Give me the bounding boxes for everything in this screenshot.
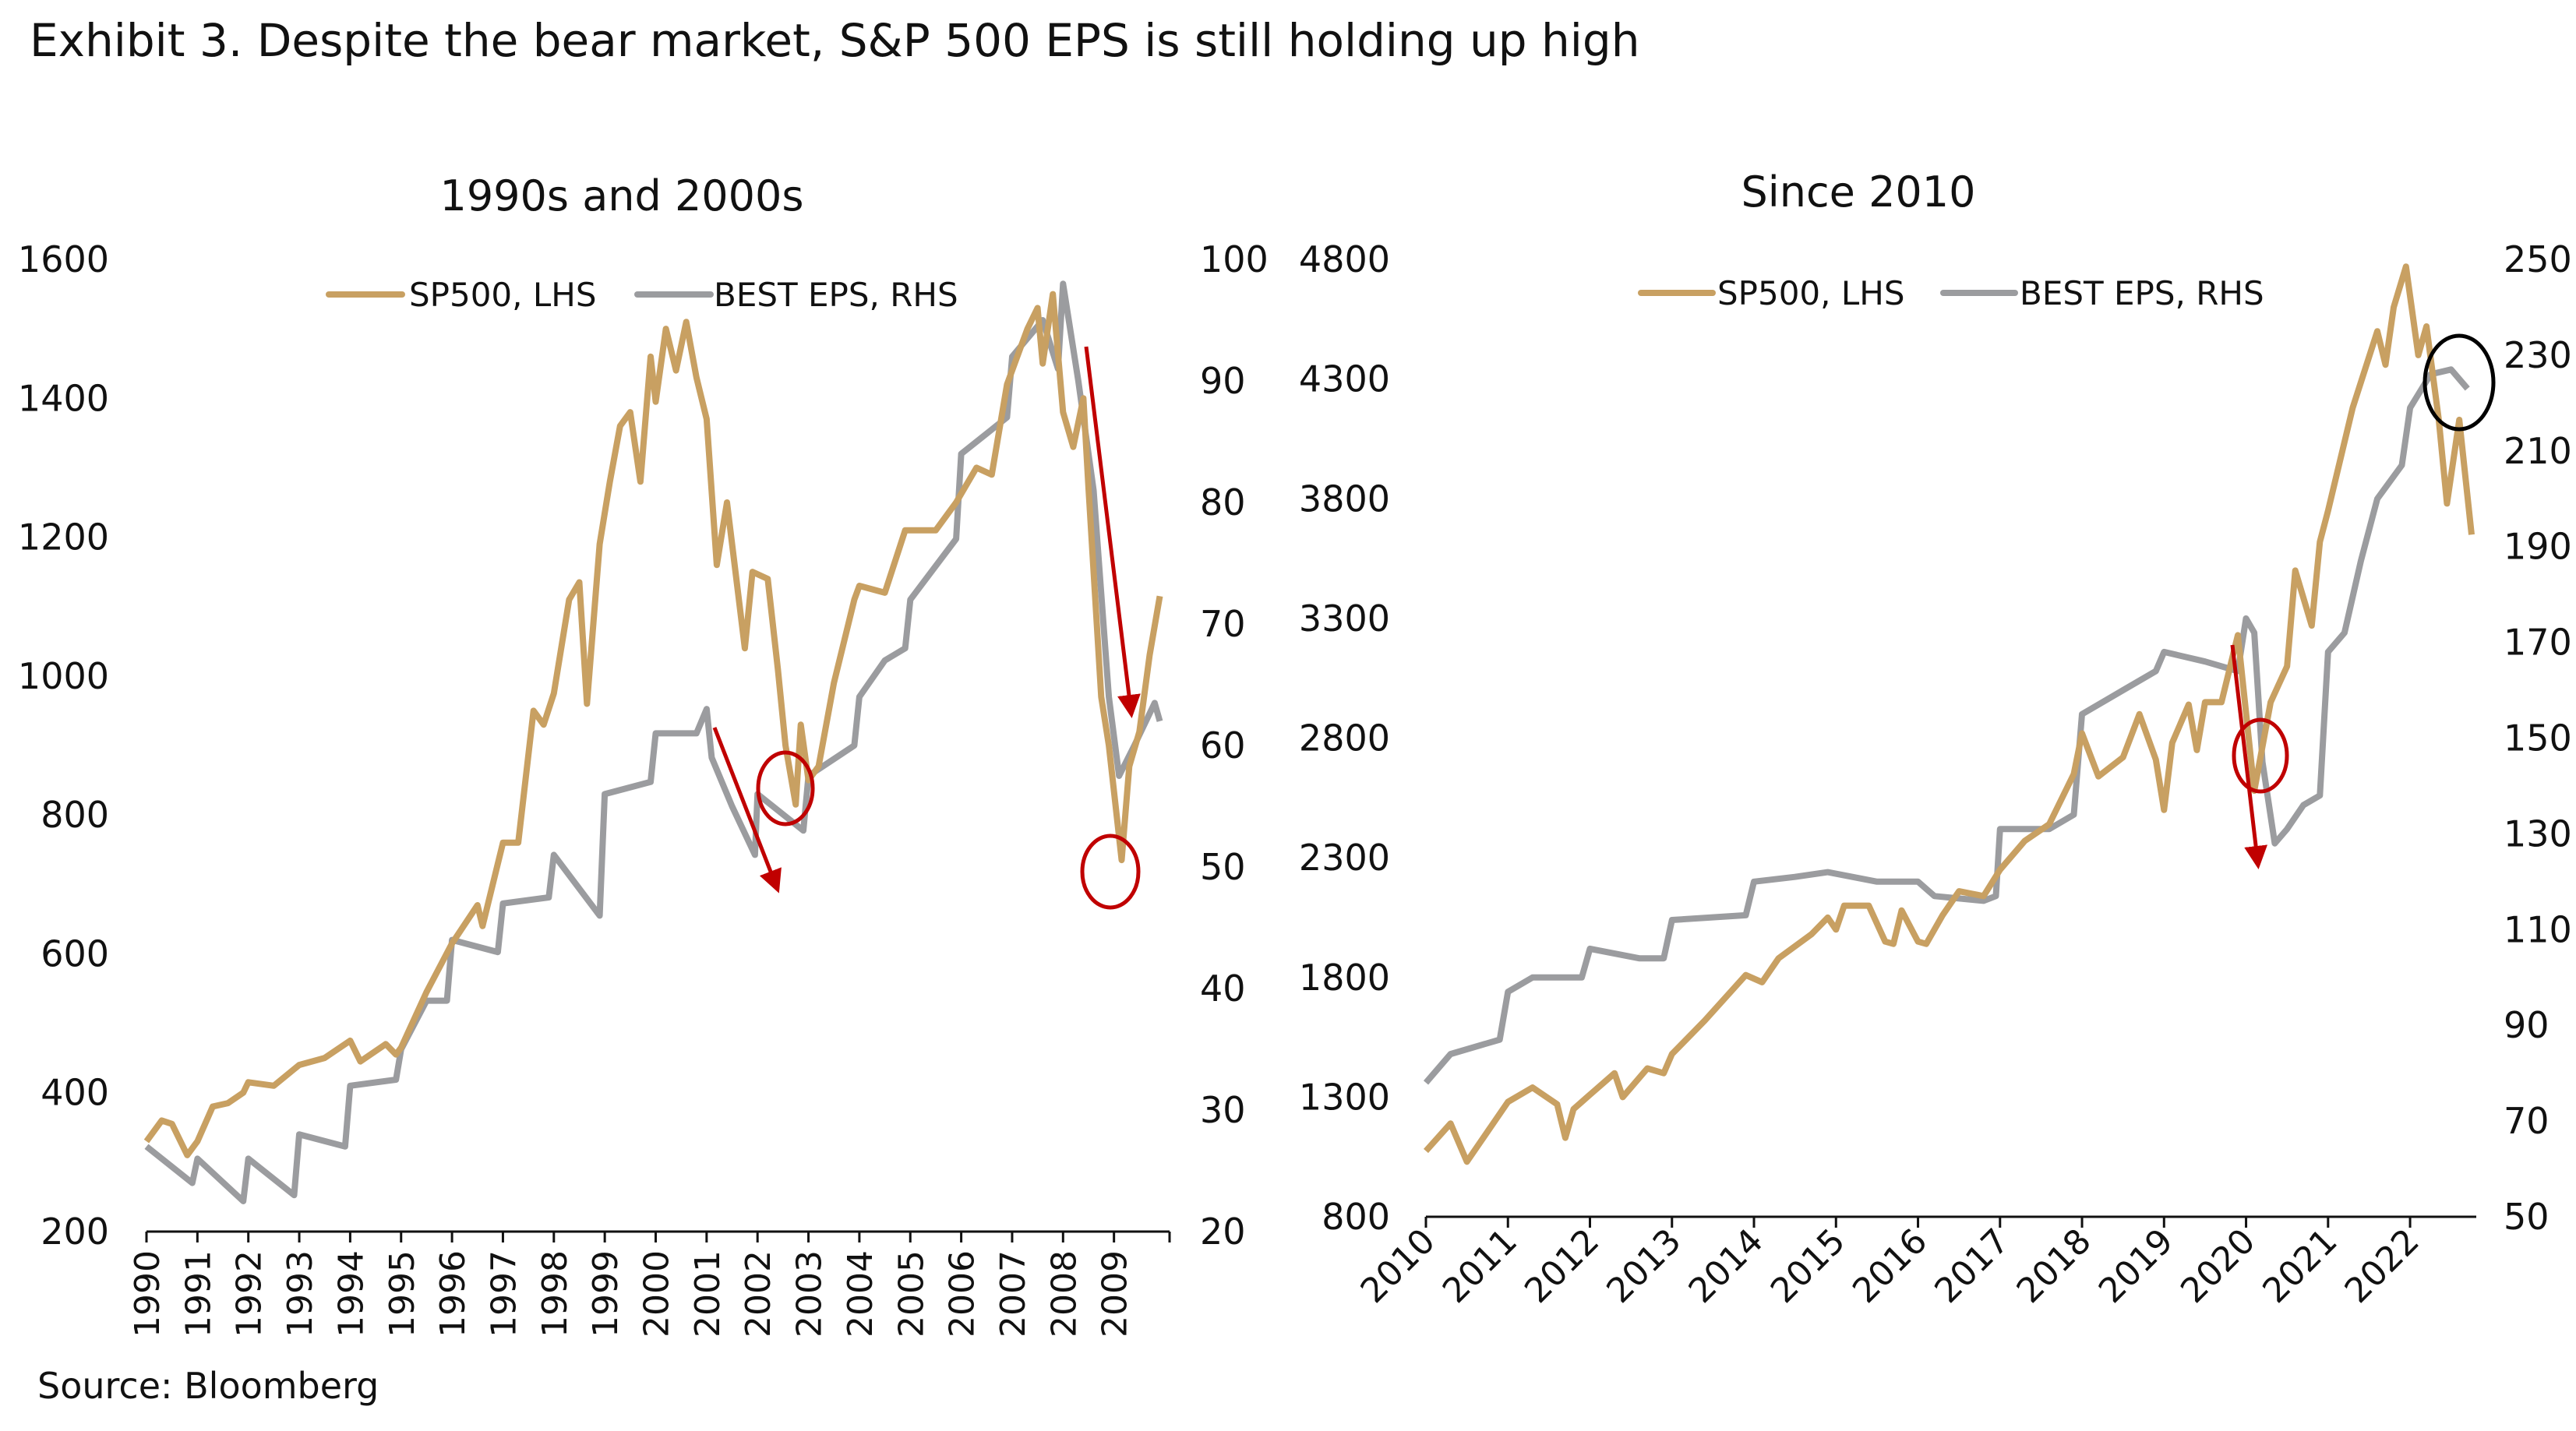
y-right-tick-label: 70 <box>1200 603 1246 645</box>
red-circle-annotation <box>756 750 815 827</box>
y-left-tick-label: 1600 <box>18 238 109 280</box>
y-left-tick-label: 800 <box>1322 1196 1390 1238</box>
legend-label: SP500, LHS <box>1717 274 1905 312</box>
y-right-tick-label: 190 <box>2504 526 2572 568</box>
x-tick-label: 2022 <box>2338 1221 2427 1311</box>
y-left-tick-label: 4800 <box>1299 238 1390 280</box>
y-left-tick-label: 200 <box>41 1211 109 1253</box>
y-left-tick-label: 2800 <box>1299 717 1390 760</box>
x-tick-label: 2006 <box>943 1250 983 1338</box>
x-tick-label: 1995 <box>383 1250 422 1338</box>
y-right-tick-label: 210 <box>2504 430 2572 472</box>
x-tick-label: 1994 <box>331 1250 371 1338</box>
y-left-tick-label: 2300 <box>1299 837 1390 879</box>
y-right-tick-label: 130 <box>2504 812 2572 855</box>
y-right-tick-label: 150 <box>2504 717 2572 760</box>
x-tick-label: 2003 <box>790 1250 830 1338</box>
y-right-tick-label: 70 <box>2504 1100 2550 1142</box>
y-left-tick-label: 4300 <box>1299 358 1390 400</box>
x-tick-label: 2013 <box>1599 1221 1689 1311</box>
red-arrow-annotation <box>2230 644 2268 869</box>
y-right-tick-label: 90 <box>1200 360 1246 402</box>
red-arrow-annotation <box>712 727 782 893</box>
y-left-tick-label: 1300 <box>1299 1076 1390 1118</box>
x-tick-label: 1990 <box>128 1250 168 1338</box>
y-left-tick-label: 400 <box>41 1072 109 1114</box>
x-tick-label: 2020 <box>2173 1221 2263 1311</box>
x-tick-label: 2000 <box>637 1250 677 1338</box>
x-tick-label: 2008 <box>1044 1250 1084 1338</box>
y-right-tick-label: 50 <box>1200 846 1246 888</box>
x-tick-label: 1997 <box>484 1250 524 1338</box>
y-right-tick-label: 170 <box>2504 622 2572 664</box>
red-circle-annotation <box>1080 834 1141 910</box>
x-tick-label: 2011 <box>1435 1221 1525 1311</box>
y-left-tick-label: 1800 <box>1299 957 1390 999</box>
x-tick-label: 1999 <box>586 1250 626 1338</box>
y-right-tick-label: 100 <box>1200 238 1269 280</box>
y-right-tick-label: 250 <box>2504 238 2572 280</box>
x-tick-label: 2018 <box>2010 1221 2099 1311</box>
x-tick-label: 1998 <box>535 1250 575 1338</box>
red-circle-annotation <box>2232 717 2289 794</box>
y-right-tick-label: 110 <box>2504 908 2572 950</box>
y-right-tick-label: 80 <box>1200 481 1246 523</box>
x-tick-label: 2016 <box>1845 1221 1935 1311</box>
sp500-line <box>1424 263 2475 1165</box>
x-tick-label: 2007 <box>993 1250 1033 1338</box>
x-tick-label: 2019 <box>2091 1221 2181 1311</box>
x-tick-label: 2012 <box>1517 1221 1607 1311</box>
y-left-tick-label: 3300 <box>1299 597 1390 640</box>
x-tick-label: 2004 <box>841 1250 880 1338</box>
chart-title: Since 2010 <box>1741 167 1975 217</box>
y-left-tick-label: 800 <box>41 794 109 836</box>
x-tick-label: 2005 <box>891 1250 931 1338</box>
x-tick-label: 2015 <box>1763 1221 1853 1311</box>
y-right-tick-label: 60 <box>1200 724 1246 767</box>
y-left-tick-label: 1400 <box>18 377 109 419</box>
sp500-line <box>143 291 1163 1158</box>
source-note: Source: Bloomberg <box>37 1365 379 1407</box>
eps-line <box>144 280 1163 1204</box>
black-circle-annotation <box>2422 333 2496 432</box>
x-tick-label: 1991 <box>178 1250 218 1338</box>
y-right-tick-label: 90 <box>2504 1004 2550 1046</box>
x-tick-label: 2001 <box>688 1250 728 1338</box>
red-arrow-annotation <box>1084 346 1141 718</box>
exhibit-title: Exhibit 3. Despite the bear market, S&P … <box>30 14 1640 67</box>
x-tick-label: 1993 <box>281 1250 320 1338</box>
x-tick-label: 2017 <box>1927 1221 2017 1311</box>
y-right-tick-label: 230 <box>2504 334 2572 376</box>
y-right-tick-label: 40 <box>1200 968 1246 1010</box>
x-tick-label: 1996 <box>433 1250 473 1338</box>
y-left-tick-label: 3800 <box>1299 478 1390 520</box>
legend-label: BEST EPS, RHS <box>714 276 958 314</box>
legend-label: BEST EPS, RHS <box>2020 274 2264 312</box>
y-right-tick-label: 30 <box>1200 1089 1246 1131</box>
x-tick-label: 2009 <box>1096 1250 1135 1338</box>
y-left-tick-label: 1000 <box>18 655 109 697</box>
eps-line <box>1423 366 2470 1085</box>
y-left-tick-label: 600 <box>41 932 109 975</box>
x-tick-label: 1992 <box>230 1250 270 1338</box>
chart-title: 1990s and 2000s <box>439 171 803 220</box>
y-left-tick-label: 1200 <box>18 516 109 559</box>
x-tick-label: 2021 <box>2255 1221 2345 1311</box>
y-right-tick-label: 20 <box>1200 1211 1246 1253</box>
y-right-tick-label: 50 <box>2504 1196 2550 1238</box>
x-tick-label: 2002 <box>739 1250 778 1338</box>
x-tick-label: 2014 <box>1681 1221 1771 1311</box>
legend-label: SP500, LHS <box>409 276 597 314</box>
